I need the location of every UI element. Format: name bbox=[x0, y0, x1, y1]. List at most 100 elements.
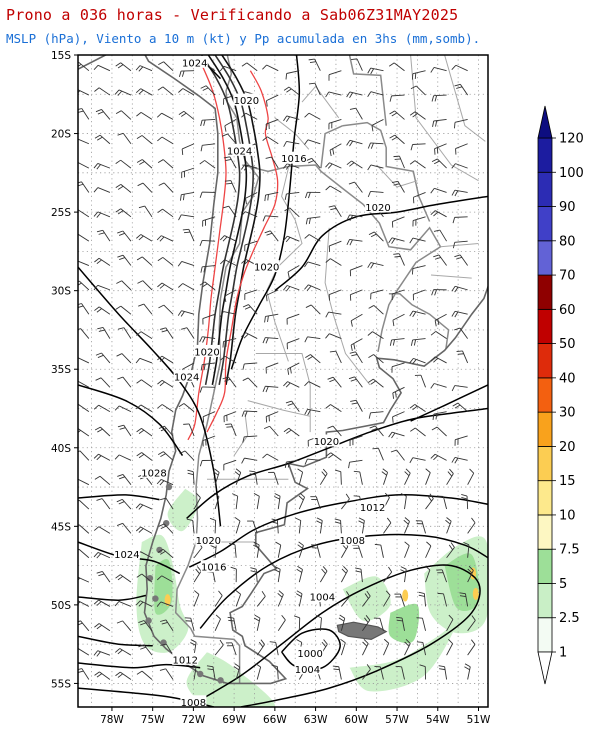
wind-barb bbox=[199, 239, 216, 247]
colorbar-label: 1 bbox=[559, 646, 567, 661]
colorbar-label: 60 bbox=[559, 303, 576, 318]
wind-barb bbox=[409, 357, 426, 365]
wind-barb bbox=[159, 668, 174, 680]
colorbar-label: 120 bbox=[559, 132, 584, 147]
lat-tick-label: 25S bbox=[51, 207, 71, 219]
wind-barb bbox=[114, 405, 132, 413]
wind-barb bbox=[451, 310, 468, 318]
wind-barb bbox=[467, 639, 476, 656]
lon-tick-label: 51W bbox=[467, 714, 491, 726]
wind-barb bbox=[115, 208, 132, 218]
wind-barb bbox=[117, 376, 132, 388]
wind-barb bbox=[409, 404, 426, 413]
wind-barb bbox=[391, 289, 405, 301]
wind-barb bbox=[224, 119, 237, 132]
isobar-label: 1024 bbox=[113, 547, 140, 561]
wind-barb bbox=[138, 620, 153, 632]
isobar-label: 1008 bbox=[180, 695, 207, 707]
wind-barb bbox=[412, 289, 426, 301]
wind-barb bbox=[269, 641, 279, 656]
wind-barb bbox=[265, 411, 279, 423]
wind-barb bbox=[202, 435, 216, 447]
wind-barb bbox=[461, 494, 469, 510]
wind-barb bbox=[367, 331, 384, 339]
border-line bbox=[376, 164, 418, 188]
wind-barb bbox=[325, 258, 342, 266]
wind-barb bbox=[94, 306, 111, 315]
wind-barb bbox=[219, 235, 237, 242]
wind-barb bbox=[78, 380, 90, 388]
isobar-label: 1020 bbox=[365, 200, 392, 214]
wind-barb bbox=[430, 383, 447, 389]
lon-tick-label: 57W bbox=[385, 714, 409, 726]
wind-barb bbox=[116, 353, 132, 364]
falkland-islands bbox=[336, 621, 388, 641]
wind-barb bbox=[389, 134, 405, 145]
wind-barb bbox=[367, 67, 384, 75]
wind-barb bbox=[94, 475, 111, 486]
wind-barb bbox=[222, 205, 237, 218]
wind-barb bbox=[416, 641, 426, 656]
wind-barb bbox=[451, 385, 468, 392]
wind-barb bbox=[93, 526, 111, 534]
colorbar-swatch bbox=[537, 377, 553, 413]
wind-barb bbox=[305, 354, 321, 364]
wind-barb bbox=[249, 470, 258, 485]
border-line bbox=[233, 413, 249, 456]
wind-barb bbox=[308, 82, 321, 96]
wind-barb bbox=[94, 134, 111, 145]
wind-barb bbox=[328, 70, 342, 81]
wind-barb bbox=[262, 337, 279, 344]
wind-barb bbox=[93, 599, 111, 607]
wind-barb bbox=[202, 216, 216, 227]
wind-barb bbox=[229, 543, 237, 558]
colorbar-label: 20 bbox=[559, 440, 576, 455]
wind-barb bbox=[181, 327, 195, 339]
wind-barb bbox=[329, 143, 342, 157]
wind-barb bbox=[283, 427, 300, 437]
wind-barb bbox=[177, 310, 195, 317]
coastline bbox=[78, 55, 488, 685]
wind-barb bbox=[304, 234, 321, 242]
wind-barb bbox=[184, 617, 195, 631]
wind-barb bbox=[94, 87, 111, 96]
lon-tick-label: 63W bbox=[304, 714, 328, 726]
wind-barb bbox=[213, 492, 220, 510]
wind-barb bbox=[78, 576, 90, 583]
wind-barb bbox=[454, 435, 468, 446]
lon-tick-label: 66W bbox=[263, 714, 287, 726]
wind-barb bbox=[433, 229, 447, 242]
wind-barb bbox=[117, 230, 132, 242]
wind-barb bbox=[332, 665, 342, 680]
wind-barb bbox=[93, 650, 111, 657]
wind-barb bbox=[157, 257, 174, 266]
wind-barb bbox=[295, 590, 303, 607]
border-line bbox=[324, 227, 371, 386]
wind-barb bbox=[78, 138, 90, 145]
wind-barb bbox=[200, 118, 216, 127]
isobar-line bbox=[78, 494, 160, 501]
wind-barb bbox=[425, 493, 434, 510]
wind-barb bbox=[411, 265, 426, 275]
wind-barb bbox=[95, 109, 111, 120]
colorbar-swatch bbox=[537, 206, 553, 242]
wind-barb bbox=[181, 143, 195, 155]
wind-barb bbox=[136, 111, 153, 120]
wind-barb bbox=[158, 61, 174, 72]
svg-text:1020: 1020 bbox=[234, 96, 259, 107]
wind-barb bbox=[454, 83, 469, 96]
wind-barb bbox=[304, 261, 321, 268]
wind-barb bbox=[341, 591, 351, 607]
wind-barb bbox=[414, 374, 426, 388]
colorbar-label: 30 bbox=[559, 406, 576, 421]
wind-barb bbox=[431, 158, 447, 169]
wind-barb bbox=[415, 520, 426, 534]
wind-barb bbox=[138, 644, 153, 656]
wind-barb bbox=[178, 88, 195, 96]
wind-barb bbox=[454, 118, 468, 129]
coastal-island bbox=[165, 483, 173, 491]
wind-barb bbox=[334, 469, 342, 485]
wind-barb bbox=[156, 112, 174, 120]
gridlines bbox=[78, 55, 488, 707]
wind-barb bbox=[394, 593, 405, 607]
